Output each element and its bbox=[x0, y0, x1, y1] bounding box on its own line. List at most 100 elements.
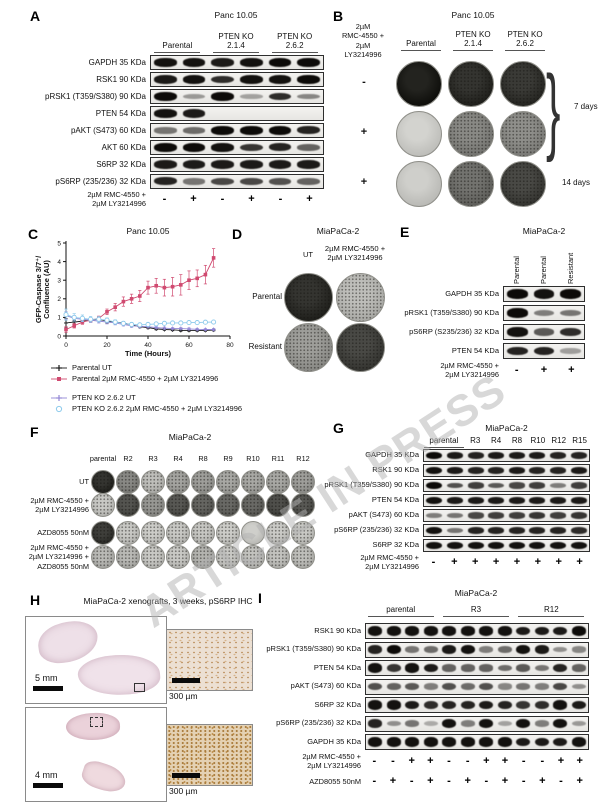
blot-band bbox=[426, 496, 443, 505]
colony-dish bbox=[241, 545, 265, 569]
blot-band bbox=[211, 58, 234, 67]
blot-band bbox=[529, 512, 546, 519]
col-header-ut: UT bbox=[302, 250, 314, 259]
colony-dish bbox=[266, 493, 290, 517]
blot-band bbox=[508, 541, 525, 550]
blot-band bbox=[442, 645, 457, 654]
treatment-sign: + bbox=[248, 193, 255, 205]
lane-header-text: PTEN KO 2.6.2 bbox=[277, 31, 313, 50]
panel-e: E MiaPaCa-2 GAPDH 35 KDa pRSK1 (T359/S380… bbox=[398, 224, 606, 404]
panel-h: H MiaPaCa-2 xenografts, 3 weeks, pS6RP I… bbox=[23, 590, 313, 811]
zoom-region-marker bbox=[134, 683, 145, 692]
blot-band bbox=[467, 512, 484, 519]
blot-strip bbox=[423, 464, 590, 477]
dish-row-label: Resistant bbox=[248, 342, 282, 351]
blot-band bbox=[240, 93, 263, 100]
legend-entry: Parental UT bbox=[50, 362, 242, 373]
column-header: parental bbox=[89, 454, 117, 463]
blot-row-label: GAPDH 35 KDa bbox=[445, 288, 499, 298]
marker-circle bbox=[153, 321, 159, 327]
blot-row-label: S6RP 32 KDa bbox=[372, 540, 419, 550]
blot-band bbox=[553, 663, 568, 673]
blot-band bbox=[534, 737, 549, 747]
blot-band bbox=[297, 58, 320, 67]
blot-row-label: pRSK1 (T359/S380) 90 KDa bbox=[266, 644, 361, 654]
blot-band bbox=[479, 737, 494, 747]
blot-band bbox=[533, 328, 555, 336]
x-axis-label: Time (Hours) bbox=[125, 349, 172, 358]
y-tick-label: 1 bbox=[57, 315, 61, 322]
blot-row: pRSK1 (T359/S380) 90 KDa bbox=[398, 305, 585, 321]
blot-strip bbox=[423, 449, 590, 462]
colony-dish bbox=[116, 545, 140, 569]
blot-band bbox=[497, 664, 512, 672]
blot-band bbox=[506, 308, 528, 318]
marker-circle bbox=[96, 316, 102, 322]
blot-row-label: pS6RP (S235/236) 32 KDa bbox=[409, 326, 499, 336]
colony-dish bbox=[448, 111, 494, 157]
treatment-sign: + bbox=[501, 775, 509, 787]
colony-dish bbox=[191, 521, 215, 545]
treatment-sign: - bbox=[484, 775, 489, 787]
treatment-row: 2µM RMC-4550 +2µM LY3214996 - + + bbox=[398, 362, 585, 380]
blot-row-label: S6RP 32 KDa bbox=[96, 159, 146, 169]
treatment-row: 2µM RMC-4550 +2µM LY3214996- + + + + + + + bbox=[313, 554, 590, 572]
marker-circle bbox=[63, 312, 69, 318]
blot-band bbox=[211, 75, 234, 84]
blot-band bbox=[423, 646, 438, 653]
blot-band bbox=[467, 541, 484, 550]
marker-circle bbox=[137, 322, 143, 328]
blot-row: GAPDH 35 KDa bbox=[28, 55, 324, 70]
lane-header-text: R15 bbox=[572, 435, 587, 445]
colony-dish bbox=[91, 470, 115, 494]
treatment-sign: + bbox=[427, 775, 434, 787]
blot-strip bbox=[423, 494, 590, 507]
lane-header: parental bbox=[423, 434, 465, 448]
lane-header-underline bbox=[518, 615, 585, 617]
blot-band bbox=[426, 466, 443, 475]
blot-band bbox=[497, 626, 512, 636]
blot-band bbox=[516, 700, 531, 710]
treatment-sign: + bbox=[408, 754, 415, 767]
marker-square bbox=[64, 327, 68, 332]
blot-band bbox=[516, 718, 531, 729]
xenograft-section-image-1: 5 mm bbox=[25, 616, 167, 704]
marker-square bbox=[162, 285, 167, 290]
lane-header: R12 bbox=[514, 602, 589, 617]
treatment-sign: - bbox=[521, 754, 526, 767]
blot-row-label: pAKT (S473) 60 KDa bbox=[348, 510, 419, 520]
treatment-sign: - bbox=[431, 556, 436, 568]
blot-strip bbox=[150, 72, 324, 87]
lane-header: R15 bbox=[569, 434, 590, 447]
lane-header-text: R3 bbox=[470, 435, 481, 445]
treatment-sign: + bbox=[534, 556, 542, 568]
blot-row: pS6RP (235/236) 32 KDa bbox=[250, 715, 589, 732]
legend-entry: PTEN KO 2.6.2 2µM RMC-4550 + 2µM LY32149… bbox=[50, 403, 242, 414]
treatment-sign: + bbox=[492, 556, 500, 568]
blot-band bbox=[488, 467, 505, 474]
blot-band bbox=[560, 348, 582, 354]
colony-dish bbox=[241, 521, 265, 545]
marker-circle bbox=[79, 315, 85, 321]
blot-band bbox=[182, 58, 206, 67]
blot-band bbox=[297, 160, 320, 169]
lane-header-underline bbox=[452, 49, 494, 51]
blot-strip bbox=[150, 140, 324, 155]
marker-square bbox=[113, 305, 117, 309]
colony-dishes bbox=[232, 224, 404, 414]
treatment-sign: + bbox=[427, 754, 434, 767]
dish-row-label: AZD8055 50nM bbox=[37, 528, 89, 538]
dish-row-label: 2µM RMC-4550 +2µM LY3214996 bbox=[30, 495, 89, 515]
treatment-label: 2µM RMC-4550 +2µM LY3214996 bbox=[87, 190, 146, 208]
lane-header-vertical: Parental bbox=[511, 256, 521, 284]
blot-strip bbox=[365, 641, 589, 658]
dish-row-label: 2µM RMC-4550 +2µM LY3214996 + AZD8055 50n… bbox=[28, 543, 89, 571]
treatment-sign: - bbox=[447, 754, 451, 767]
y-tick-label: 3 bbox=[57, 278, 61, 285]
treatment-signs: - - + + - - + + - - + + bbox=[365, 753, 589, 771]
lane-header-underline bbox=[423, 446, 464, 448]
dish-row-label: UT bbox=[79, 477, 89, 487]
blot-row: pAKT (S473) 60 KDa bbox=[313, 509, 590, 522]
bracket-7-days-label: 7 days bbox=[574, 102, 598, 111]
panel-e-title: MiaPaCa-2 bbox=[522, 226, 566, 236]
